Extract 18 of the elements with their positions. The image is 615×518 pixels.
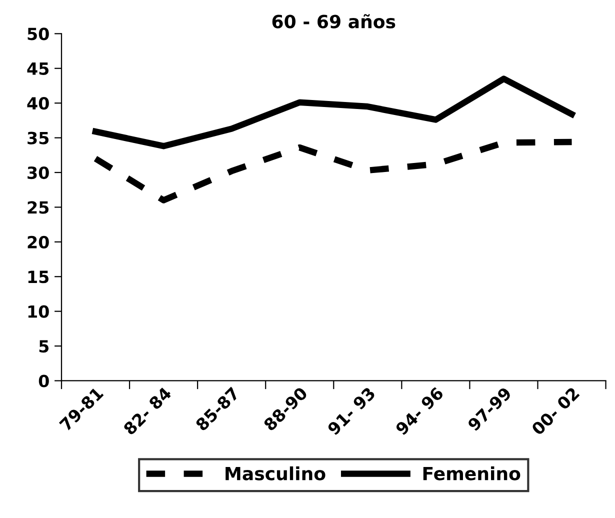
y-tick-label: 0 xyxy=(38,374,49,388)
x-tick-label: 00- 02 xyxy=(530,386,580,436)
y-tick-label: 30 xyxy=(28,166,49,180)
legend-label: Masculino xyxy=(226,466,326,480)
x-tick-label: 94- 96 xyxy=(394,386,444,436)
y-tick-label: 50 xyxy=(28,28,49,40)
y-tick-label: 35 xyxy=(28,132,49,144)
chart-title: 60 - 69 años xyxy=(272,14,396,28)
x-tick-label: 91- 93 xyxy=(326,386,376,436)
y-tick-label: 10 xyxy=(28,305,49,318)
y-tick-label: 45 xyxy=(27,62,49,75)
legend-label: Femenino xyxy=(423,466,520,480)
y-tick-label: 5 xyxy=(39,340,49,353)
x-tick-label: 82- 84 xyxy=(122,386,172,436)
y-tick-label: 20 xyxy=(28,236,49,248)
y-tick-label: 25 xyxy=(28,201,49,214)
y-tick-label: 40 xyxy=(27,97,49,110)
y-tick-label: 15 xyxy=(28,270,49,284)
